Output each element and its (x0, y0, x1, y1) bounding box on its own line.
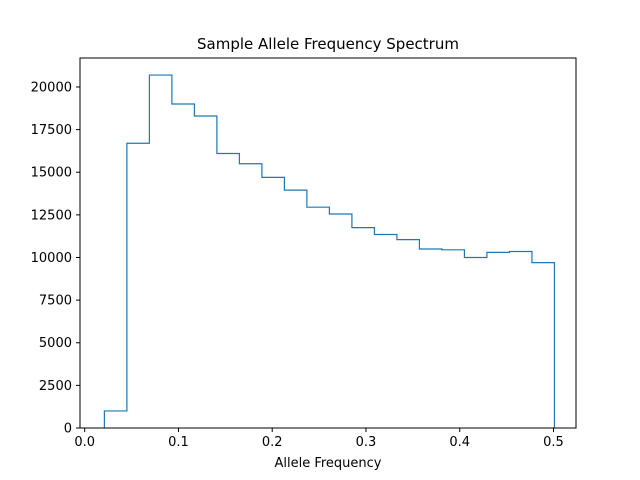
x-axis-ticks: 0.0 0.1 0.2 0.3 0.4 0.5 (74, 428, 564, 450)
y-tick-label: 12500 (31, 208, 72, 223)
y-tick-label: 17500 (31, 123, 72, 138)
histogram-bin (127, 143, 150, 428)
x-tick-label: 0.3 (356, 435, 377, 450)
histogram-bin (172, 104, 195, 428)
histogram-bin (104, 411, 127, 428)
y-tick-label: 10000 (31, 251, 72, 266)
x-tick-label: 0.1 (168, 435, 189, 450)
x-tick-label: 0.4 (449, 435, 470, 450)
histogram-bin (352, 228, 375, 428)
y-tick-label: 5000 (39, 336, 72, 351)
y-tick-label: 20000 (31, 80, 72, 95)
y-tick-label: 15000 (31, 166, 72, 181)
x-axis-title: Allele Frequency (274, 456, 381, 471)
histogram-bin (464, 257, 487, 428)
histogram-bin (487, 252, 510, 428)
x-tick-label: 0.2 (262, 435, 283, 450)
y-tick-label: 7500 (39, 294, 72, 309)
histogram-bin (262, 177, 285, 428)
histogram-bin (284, 190, 307, 428)
histogram-bin (442, 250, 465, 428)
histogram-bin (149, 75, 172, 428)
histogram-bin (329, 214, 352, 428)
histogram-bin (307, 207, 330, 428)
chart-title: Sample Allele Frequency Spectrum (197, 35, 459, 53)
plot-area-frame (79, 57, 577, 429)
histogram-bin (532, 263, 555, 428)
y-tick-label: 0 (64, 422, 72, 437)
histogram-step-line (103, 74, 556, 428)
y-axis-ticks: 0 2500 5000 7500 10000 12500 15000 17500 20000 (31, 80, 80, 437)
histogram-bin (374, 234, 397, 428)
histogram-bin (419, 249, 442, 428)
y-tick-label: 2500 (39, 379, 72, 394)
x-tick-label: 0.5 (543, 435, 564, 450)
histogram-bin (239, 164, 262, 428)
histogram-bin (509, 252, 532, 428)
histogram-bin (397, 240, 420, 428)
histogram-bin (217, 153, 240, 428)
x-tick-label: 0.0 (74, 435, 95, 450)
histogram-bin (194, 116, 217, 428)
histogram-marks (103, 74, 556, 428)
